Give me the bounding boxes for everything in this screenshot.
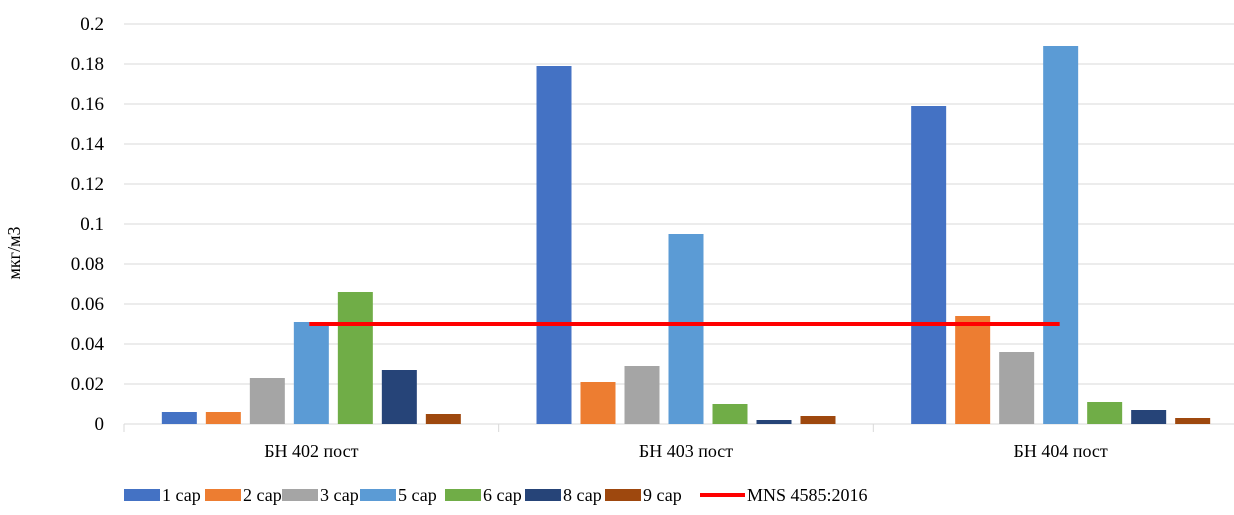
bar [381,370,417,424]
bar [161,412,197,424]
legend-label: MNS 4585:2016 [747,485,868,505]
y-tick-label: 0.12 [71,174,104,195]
axes: 0 0.02 0.04 0.06 0.08 0.1 0.12 0.14 0.16 0.18 0.2 Б… [71,14,1234,461]
bar [800,416,836,424]
legend-swatch [205,489,241,501]
bar [712,404,748,424]
y-tick-label: 0.2 [80,14,104,35]
x-category-label: БН 402 пост [264,441,358,461]
bar [911,106,947,424]
bar [205,412,241,424]
y-axis-title: мкг/м3 [4,227,24,280]
y-tick-label: 0.16 [71,94,104,115]
y-tick-label: 0.18 [71,54,104,75]
legend-swatch [282,489,318,501]
legend-label: 1 сар [162,485,201,505]
legend-swatch [605,489,641,501]
legend-swatch [124,489,160,501]
y-tick-label: 0.02 [71,374,104,395]
legend-label: 8 сар [563,485,602,505]
bar [249,378,285,424]
bar [1043,46,1079,424]
bar [668,234,704,424]
bar [536,66,572,424]
bar [1087,402,1123,424]
legend-label: 6 сар [483,485,522,505]
legend-swatch [360,489,396,501]
y-tick-label: 0 [95,414,105,435]
bar [337,292,373,424]
legend-label: 3 сар [320,485,359,505]
x-category-label: БН 403 пост [639,441,733,461]
bar [999,352,1035,424]
legend-label: 2 сар [243,485,282,505]
y-tick-label: 0.08 [71,254,104,275]
bar [425,414,461,424]
bar [293,322,329,424]
bar [1175,418,1211,424]
legend-label: 5 сар [398,485,437,505]
bar [624,366,660,424]
bars [161,46,1211,424]
y-tick-label: 0.14 [71,134,105,155]
y-tick-label: 0.06 [71,294,104,315]
y-tick-label: 0.1 [80,214,104,235]
x-category-label: БН 404 пост [1014,441,1108,461]
legend-swatch [525,489,561,501]
bar [580,382,616,424]
y-tick-label: 0.04 [71,334,105,355]
legend-swatch [445,489,481,501]
bar [955,316,991,424]
legend-label: 9 сар [643,485,682,505]
legend: 1 сар 2 сар 3 сар 5 сар 6 сар 8 сар 9 сар MNS 4… [124,485,868,505]
bar [1131,410,1167,424]
bar [756,420,792,424]
